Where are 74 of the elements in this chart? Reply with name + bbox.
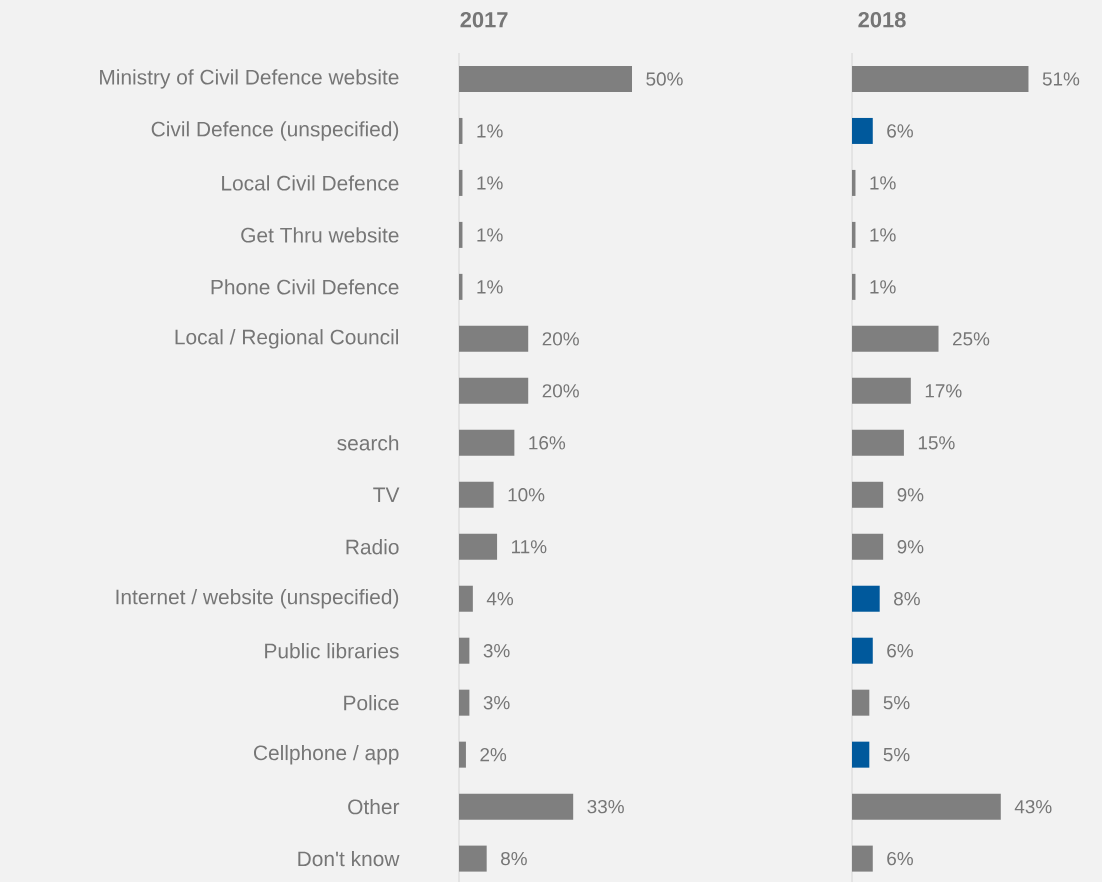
bar xyxy=(852,377,911,404)
data-label: 1% xyxy=(477,124,503,138)
chart-title: 2017 xyxy=(460,11,508,28)
data-label: 43% xyxy=(1014,799,1052,814)
data-label: 9% xyxy=(897,488,924,502)
bar xyxy=(852,117,873,144)
y-tick-label: Local / Regional Council xyxy=(175,329,399,349)
data-label: 1% xyxy=(477,228,503,242)
data-label: 15% xyxy=(918,436,955,450)
data-label: 3% xyxy=(483,695,510,710)
bar xyxy=(459,585,473,612)
y-tick-label: Cellphone / app xyxy=(253,744,399,765)
data-label: 5% xyxy=(883,748,910,762)
data-label: 6% xyxy=(887,851,913,866)
data-label: 16% xyxy=(529,436,566,450)
bar xyxy=(852,637,873,664)
bar xyxy=(459,637,470,664)
data-label: 51% xyxy=(1042,72,1080,86)
bar xyxy=(459,65,633,92)
bar xyxy=(852,793,1001,820)
data-label: 20% xyxy=(542,332,579,346)
data-label: 2% xyxy=(480,747,507,762)
bar xyxy=(459,429,515,456)
y-tick-label: Civil Defence (unspecified) xyxy=(151,121,399,141)
data-label: 4% xyxy=(486,592,514,606)
data-label: 8% xyxy=(501,851,527,866)
data-label: 9% xyxy=(897,540,924,554)
y-tick-label: Radio xyxy=(346,539,399,555)
y-tick-label: Ministry of Civil Defence website xyxy=(100,69,399,89)
y-tick-label: Other xyxy=(348,798,400,815)
bar xyxy=(459,481,494,508)
data-label: 25% xyxy=(952,332,990,346)
data-label: 3% xyxy=(483,644,510,658)
bar xyxy=(459,741,466,768)
data-label: 17% xyxy=(925,384,962,398)
bar xyxy=(459,689,470,716)
bar xyxy=(852,689,870,716)
chart-title: 2018 xyxy=(858,11,906,28)
y-tick-label: Local Civil Defence xyxy=(222,175,399,191)
bar xyxy=(459,845,487,872)
data-label: 6% xyxy=(887,124,913,138)
bar xyxy=(852,65,1029,92)
data-label: 1% xyxy=(870,176,896,190)
bar xyxy=(852,533,884,560)
y-tick-label: search xyxy=(337,435,399,451)
bar xyxy=(459,325,529,352)
data-label: 6% xyxy=(887,644,913,658)
bar xyxy=(459,377,529,404)
bar xyxy=(852,585,880,612)
bar xyxy=(459,793,574,820)
y-tick-label: Don't know xyxy=(298,850,400,867)
y-tick-label: Police xyxy=(344,695,399,711)
data-label: 10% xyxy=(508,488,545,502)
bar xyxy=(459,533,498,560)
bar xyxy=(852,845,873,872)
data-label: 1% xyxy=(870,228,896,242)
y-tick-label: Public libraries xyxy=(265,643,399,659)
data-label: 1% xyxy=(477,176,503,190)
data-label: 1% xyxy=(477,280,503,294)
data-label: 5% xyxy=(883,696,910,710)
y-tick-label: Phone Civil Defence xyxy=(211,279,399,295)
data-label: 33% xyxy=(587,799,624,814)
bar xyxy=(852,325,939,352)
data-label: 20% xyxy=(542,384,579,398)
bar xyxy=(852,741,870,768)
data-label: 50% xyxy=(646,72,683,86)
data-label: 11% xyxy=(512,540,547,554)
bar xyxy=(852,429,904,456)
data-label: 1% xyxy=(870,280,896,294)
data-label: 8% xyxy=(894,592,920,606)
y-tick-label: Internet / website (unspecified) xyxy=(116,588,399,609)
y-tick-label: TV xyxy=(373,487,400,502)
bar xyxy=(852,481,884,508)
y-tick-label: Get Thru website xyxy=(241,227,399,243)
